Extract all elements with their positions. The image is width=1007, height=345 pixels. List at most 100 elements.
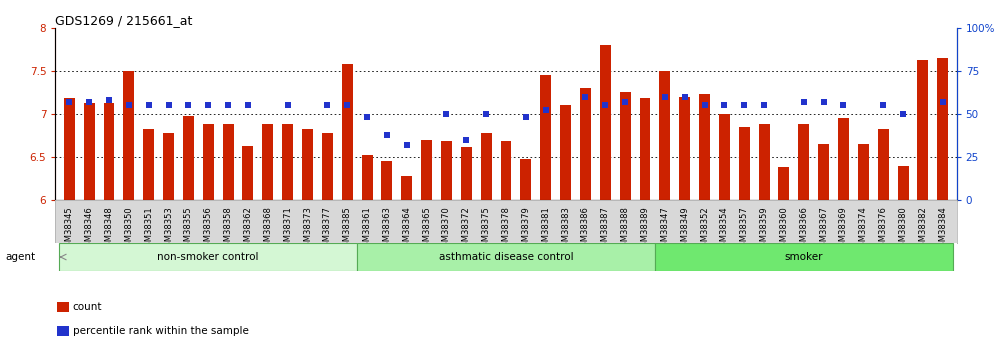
Bar — [282, 124, 293, 200]
Text: GSM38379: GSM38379 — [522, 207, 531, 252]
Text: GSM38384: GSM38384 — [939, 207, 948, 252]
Text: smoker: smoker — [784, 252, 823, 262]
Bar — [838, 118, 849, 200]
Text: GSM38355: GSM38355 — [184, 207, 193, 252]
Bar — [461, 147, 471, 200]
Text: GSM38359: GSM38359 — [759, 207, 768, 252]
Bar — [600, 45, 610, 200]
Text: percentile rank within the sample: percentile rank within the sample — [73, 326, 249, 336]
Bar — [382, 161, 393, 200]
Bar — [938, 58, 949, 200]
Bar — [104, 103, 115, 200]
Bar — [699, 94, 710, 200]
Bar — [655, 243, 953, 271]
Text: GSM38388: GSM38388 — [620, 207, 629, 253]
Text: GSM38383: GSM38383 — [561, 207, 570, 253]
Bar — [402, 176, 412, 200]
Bar — [619, 92, 630, 200]
Text: GSM38377: GSM38377 — [323, 207, 332, 253]
Text: GSM38371: GSM38371 — [283, 207, 292, 252]
Text: GSM38356: GSM38356 — [203, 207, 212, 252]
Bar — [124, 71, 134, 200]
Text: agent: agent — [5, 252, 35, 262]
Text: GSM38373: GSM38373 — [303, 207, 312, 253]
Bar — [223, 124, 234, 200]
Bar — [183, 116, 194, 200]
Text: GSM38357: GSM38357 — [740, 207, 749, 252]
Bar — [263, 124, 273, 200]
Bar — [897, 166, 908, 200]
Bar — [878, 129, 888, 200]
Text: GSM38365: GSM38365 — [422, 207, 431, 252]
Text: GSM38360: GSM38360 — [779, 207, 788, 252]
Bar — [362, 155, 373, 200]
Text: GSM38352: GSM38352 — [700, 207, 709, 252]
Text: non-smoker control: non-smoker control — [157, 252, 259, 262]
Text: GSM38364: GSM38364 — [402, 207, 411, 252]
Bar — [580, 88, 591, 200]
Text: GSM38375: GSM38375 — [481, 207, 490, 252]
Bar — [560, 105, 571, 200]
Bar — [421, 140, 432, 200]
Bar — [521, 159, 532, 200]
Text: asthmatic disease control: asthmatic disease control — [439, 252, 573, 262]
Text: GSM38361: GSM38361 — [363, 207, 372, 252]
Text: GDS1269 / 215661_at: GDS1269 / 215661_at — [55, 14, 192, 27]
Bar — [341, 64, 352, 200]
Text: GSM38380: GSM38380 — [898, 207, 907, 252]
Bar — [322, 133, 332, 200]
Bar — [917, 60, 928, 200]
Text: GSM38367: GSM38367 — [819, 207, 828, 253]
Bar — [243, 146, 254, 200]
Text: GSM38368: GSM38368 — [263, 207, 272, 253]
Bar — [639, 98, 651, 200]
Text: GSM38345: GSM38345 — [64, 207, 74, 252]
Text: GSM38347: GSM38347 — [661, 207, 670, 252]
Text: GSM38381: GSM38381 — [541, 207, 550, 252]
Bar — [163, 133, 174, 200]
Text: GSM38348: GSM38348 — [105, 207, 114, 252]
Bar — [660, 71, 671, 200]
Bar — [799, 124, 810, 200]
Text: GSM38351: GSM38351 — [144, 207, 153, 252]
Bar — [758, 124, 769, 200]
Bar — [143, 129, 154, 200]
Text: GSM38358: GSM38358 — [224, 207, 233, 252]
Text: GSM38346: GSM38346 — [85, 207, 94, 252]
Text: GSM38369: GSM38369 — [839, 207, 848, 252]
Text: GSM38372: GSM38372 — [462, 207, 471, 252]
Bar — [480, 133, 491, 200]
Bar — [680, 97, 690, 200]
Text: GSM38362: GSM38362 — [244, 207, 253, 252]
Text: count: count — [73, 302, 102, 312]
Bar — [719, 114, 730, 200]
Text: GSM38385: GSM38385 — [342, 207, 351, 252]
Bar — [858, 144, 869, 200]
Bar — [500, 141, 512, 200]
Text: GSM38354: GSM38354 — [720, 207, 729, 252]
Text: GSM38378: GSM38378 — [501, 207, 511, 253]
Bar — [59, 243, 357, 271]
Bar — [441, 141, 452, 200]
Text: GSM38382: GSM38382 — [918, 207, 927, 252]
Text: GSM38374: GSM38374 — [859, 207, 868, 252]
Text: GSM38350: GSM38350 — [124, 207, 133, 252]
Text: GSM38363: GSM38363 — [383, 207, 392, 253]
Bar — [778, 167, 789, 200]
Text: GSM38366: GSM38366 — [800, 207, 809, 253]
Bar — [818, 144, 829, 200]
Text: GSM38387: GSM38387 — [601, 207, 610, 253]
Text: GSM38376: GSM38376 — [879, 207, 888, 253]
Text: GSM38349: GSM38349 — [680, 207, 689, 252]
Text: GSM38353: GSM38353 — [164, 207, 173, 252]
Text: GSM38370: GSM38370 — [442, 207, 451, 252]
Bar — [739, 127, 749, 200]
Bar — [302, 129, 313, 200]
Bar — [541, 75, 551, 200]
Bar — [84, 103, 95, 200]
Text: GSM38389: GSM38389 — [640, 207, 650, 252]
Bar — [63, 98, 75, 200]
Bar — [357, 243, 655, 271]
Bar — [202, 124, 213, 200]
Text: GSM38386: GSM38386 — [581, 207, 590, 253]
